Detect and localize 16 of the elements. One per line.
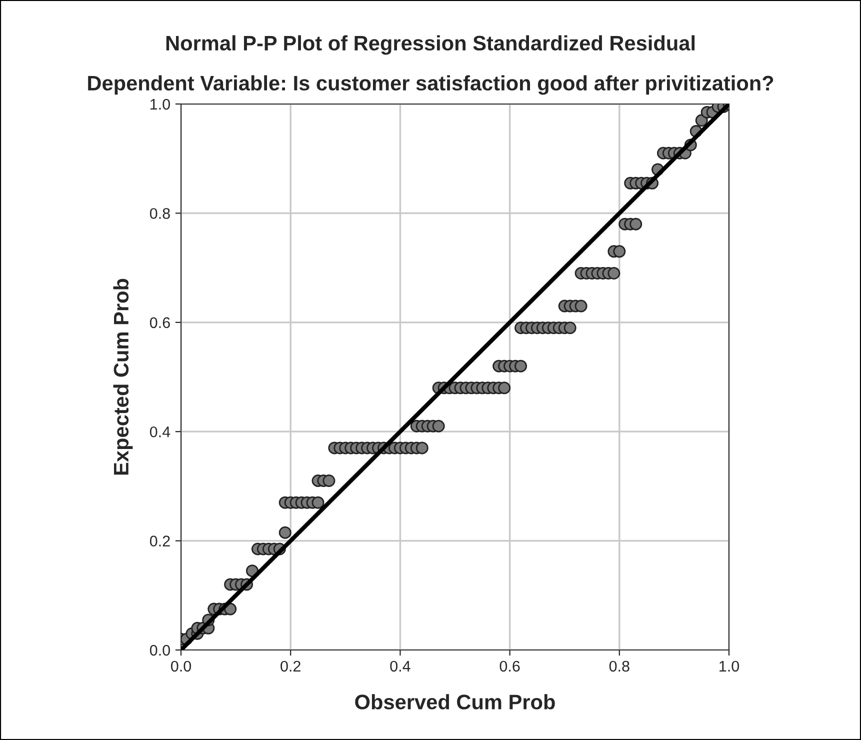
chart-title: Normal P-P Plot of Regression Standardized Residual	[166, 35, 695, 55]
y-tick-label: 0.0	[150, 644, 170, 656]
x-axis-title: Observed Cum Prob	[355, 694, 555, 710]
x-tick-label: 0.6	[500, 660, 520, 672]
x-tick-label: 0.4	[390, 660, 410, 672]
x-tick-label: 0.8	[609, 660, 630, 672]
y-tick-label: 1.0	[150, 98, 170, 110]
y-tick-label: 0.8	[150, 208, 170, 219]
y-tick-label: 0.2	[150, 536, 170, 546]
x-tick-label: 1.0	[720, 660, 740, 672]
chart-subtitle: Dependent Variable: Is customer satisfaction good after privitization?	[88, 75, 774, 95]
x-tick-label: 0.2	[280, 660, 300, 672]
y-tick-label: 0.4	[150, 426, 170, 438]
y-axis-title: Expected Cum Prob	[113, 278, 133, 475]
x-tick-label: 0.0	[170, 660, 192, 672]
y-tick-label: 0.6	[150, 317, 170, 328]
